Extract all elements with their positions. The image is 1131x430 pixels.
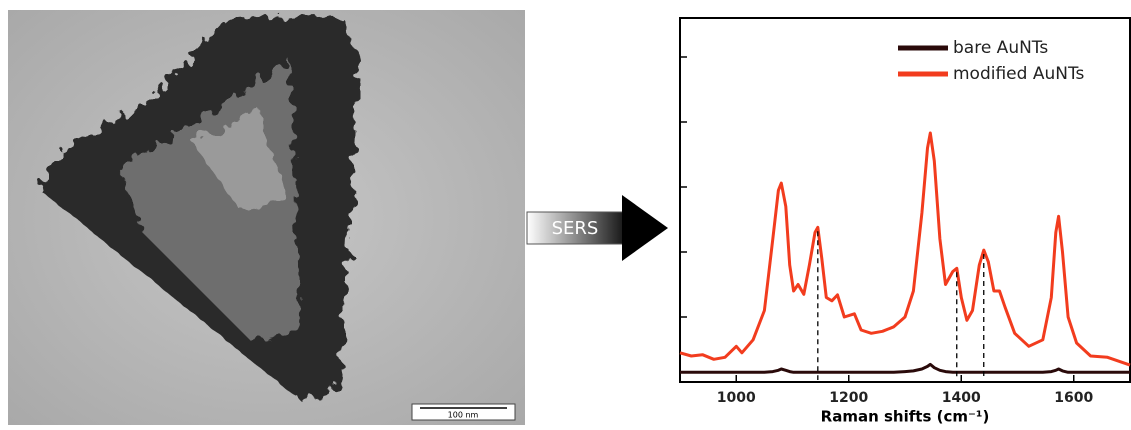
chart: 1000 1200 1400 1600 Raman shifts (cm⁻¹) bare … <box>679 17 1131 426</box>
legend-label: bare AuNTs <box>953 38 1048 58</box>
tem-image: 100 nm <box>8 10 525 425</box>
scale-bar-label: 100 nm <box>448 411 479 420</box>
particle-hole <box>190 110 285 210</box>
x-tick-label: 1400 <box>942 390 981 406</box>
arrow-label: SERS <box>552 218 599 239</box>
arrow-head <box>622 195 668 261</box>
x-axis-label: Raman shifts (cm⁻¹) <box>821 408 990 426</box>
x-tick-label: 1200 <box>829 390 868 406</box>
plot-frame <box>679 17 1131 383</box>
series-line <box>679 131 1131 367</box>
x-tick-label: 1000 <box>717 390 756 406</box>
series-line <box>680 362 1130 374</box>
legend-label: modified AuNTs <box>953 64 1085 84</box>
arrow: SERS <box>526 195 668 261</box>
x-tick-label: 1600 <box>1054 390 1093 406</box>
